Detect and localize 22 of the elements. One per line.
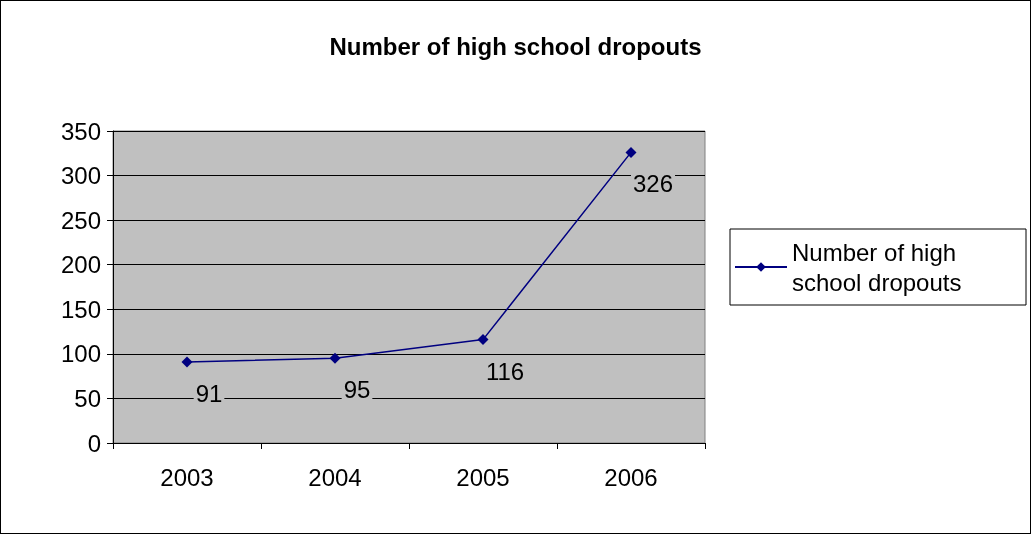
point	[329, 352, 341, 364]
x-tick-label: 2005	[456, 463, 510, 491]
y-tick-label: 200	[60, 251, 101, 279]
y-tick-label: 50	[74, 384, 101, 412]
point	[181, 356, 193, 368]
x-tick-label: 2003	[160, 463, 214, 491]
data-label: 326	[632, 170, 674, 198]
data-label: 116	[485, 357, 525, 385]
y-tick-label: 0	[87, 429, 101, 457]
point	[477, 334, 489, 346]
y-tick-label: 150	[60, 295, 101, 323]
y-tick-label: 100	[60, 340, 101, 368]
y-tick-label: 350	[60, 117, 101, 145]
x-tick-label: 2004	[308, 463, 362, 491]
point	[625, 146, 637, 158]
data-label: 95	[343, 376, 371, 404]
y-tick-label: 300	[60, 162, 101, 190]
legend-label: Number of high school dropouts	[792, 238, 963, 296]
chart-title: Number of high school dropouts	[329, 32, 702, 60]
y-tick-label: 250	[60, 206, 101, 234]
data-label: 91	[195, 379, 223, 407]
x-tick-label: 2006	[604, 463, 658, 491]
